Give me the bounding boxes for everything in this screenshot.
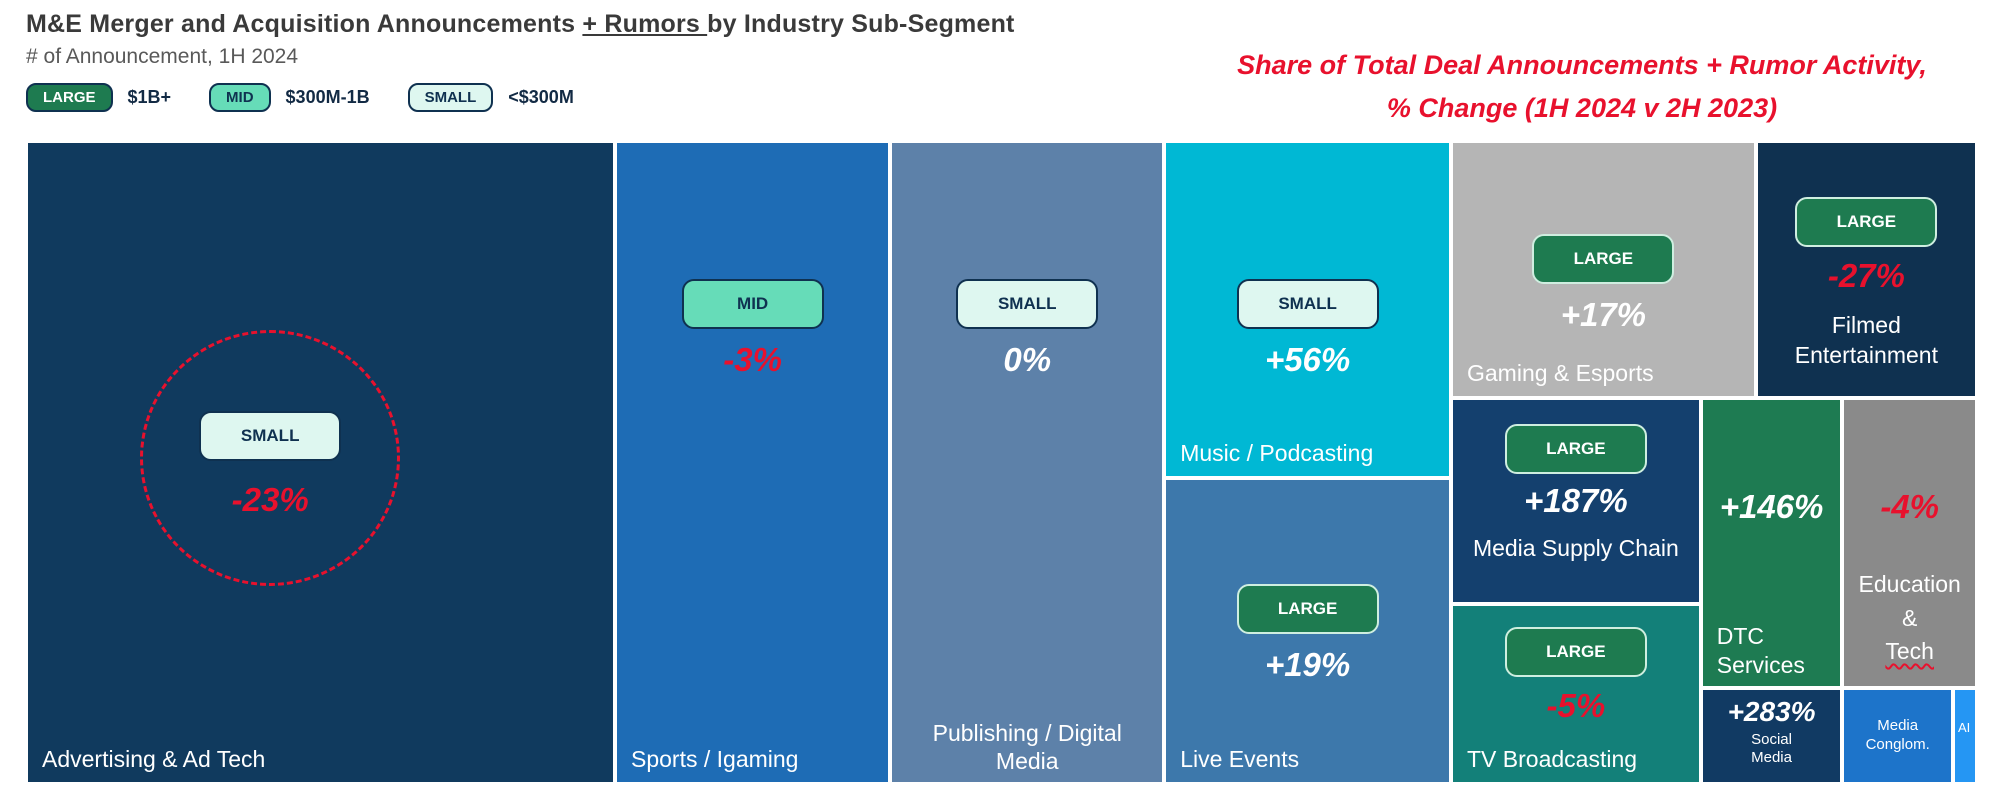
size-badge: LARGE: [1236, 583, 1379, 634]
pct-change: -3%: [723, 341, 782, 378]
size-badge: SMALL: [1236, 279, 1379, 329]
legend-badge-small: SMALL: [407, 83, 494, 112]
size-badge: SMALL: [199, 411, 342, 461]
size-badge: LARGE: [1504, 424, 1647, 475]
block-tv-broadcasting: LARGE -5% TV Broadcasting: [1451, 603, 1701, 784]
block-advertising-ad-tech: SMALL -23% Advertising & Ad Tech: [26, 141, 615, 784]
pct-change: -4%: [1880, 488, 1940, 526]
pct-change: +17%: [1560, 296, 1647, 333]
block-label: Social Media: [1751, 730, 1792, 767]
annotation-line2: % Change (1H 2024 v 2H 2023): [1386, 93, 1778, 124]
title-suffix: by Industry Sub-Segment: [707, 10, 1015, 38]
annotation-line1: Share of Total Deal Announcements + Rumo…: [1237, 50, 1927, 80]
legend-range-small: <$300M: [508, 87, 574, 107]
title-rumors-underlined: + Rumors: [582, 10, 708, 38]
block-ai: AI: [1953, 687, 1977, 784]
size-badge: SMALL: [956, 279, 1099, 329]
block-label: Gaming & Esports: [1467, 360, 1654, 387]
subtitle: # of Announcement, 1H 2024: [26, 45, 299, 68]
legend-range-large: $1B+: [127, 87, 172, 107]
block-label: DTC Services: [1716, 623, 1805, 678]
legend-badge-large: LARGE: [26, 83, 113, 112]
block-media-supply-chain: LARGE +187% Media Supply Chain: [1451, 398, 1701, 604]
size-badge: LARGE: [1532, 234, 1675, 284]
block-label-line2: &: [1902, 604, 1918, 631]
block-label: Sports / Igaming: [631, 746, 799, 773]
block-gaming-esports: LARGE +17% Gaming & Esports: [1451, 141, 1756, 399]
block-label: Publishing / Digital Media: [932, 719, 1122, 775]
block-label: Advertising & Ad Tech: [42, 746, 266, 773]
pct-change: 0%: [1003, 341, 1052, 378]
legend-badge-mid: MID: [209, 83, 271, 112]
pct-change: +187%: [1524, 482, 1628, 520]
header: M&E Merger and Acquisition Announcements…: [26, 10, 1015, 112]
pct-change: +283%: [1727, 695, 1816, 727]
page-title: M&E Merger and Acquisition Announcements…: [26, 10, 1015, 39]
block-label: Education & Tech: [1844, 568, 1975, 668]
pct-change: +19%: [1264, 645, 1351, 683]
pct-change: +56%: [1264, 341, 1351, 378]
pct-change: -27%: [1827, 257, 1905, 294]
legend-range-mid: $300M-1B: [285, 87, 370, 107]
deal-size-legend: LARGE $1B+ MID $300M-1B SMALL <$300M: [26, 83, 1015, 112]
highlight-dashed-circle: [140, 330, 401, 586]
block-publishing-digital-media: SMALL 0% Publishing / Digital Media: [890, 141, 1165, 784]
pct-change: +146%: [1719, 488, 1824, 526]
block-label: Media Conglom.: [1865, 717, 1930, 753]
block-label: Media Supply Chain: [1472, 535, 1679, 562]
block-social-media: +283% Social Media: [1700, 687, 1843, 784]
block-music-podcasting: SMALL +56% Music / Podcasting: [1164, 141, 1451, 478]
block-filmed-entertainment: LARGE -27% Filmed Entertainment: [1755, 141, 1977, 399]
block-label-line1: Education: [1858, 571, 1961, 598]
size-badge: LARGE: [1795, 197, 1938, 247]
share-change-annotation: Share of Total Deal Announcements + Rumo…: [1182, 44, 1982, 130]
block-label: AI: [1958, 719, 1971, 735]
block-label: Live Events: [1180, 746, 1300, 773]
pct-change: -5%: [1546, 686, 1606, 724]
block-label: TV Broadcasting: [1467, 746, 1638, 773]
block-dtc-services: +146% DTC Services: [1700, 398, 1843, 688]
size-badge: MID: [681, 279, 824, 329]
block-label: Music / Podcasting: [1180, 440, 1374, 467]
size-badge: LARGE: [1504, 626, 1647, 677]
block-label: Filmed Entertainment: [1794, 312, 1938, 368]
block-label-line3: Tech: [1885, 637, 1934, 664]
block-education-tech: -4% Education & Tech: [1842, 398, 1977, 688]
block-media-conglom: Media Conglom.: [1842, 687, 1953, 784]
block-sports-igaming: MID -3% Sports / Igaming: [615, 141, 891, 784]
pct-change: -23%: [231, 481, 309, 518]
title-prefix: M&E Merger and Acquisition Announcements: [26, 10, 583, 38]
treemap-chart: SMALL -23% Advertising & Ad Tech MID -3%…: [26, 141, 1977, 784]
block-live-events: LARGE +19% Live Events: [1164, 477, 1451, 784]
